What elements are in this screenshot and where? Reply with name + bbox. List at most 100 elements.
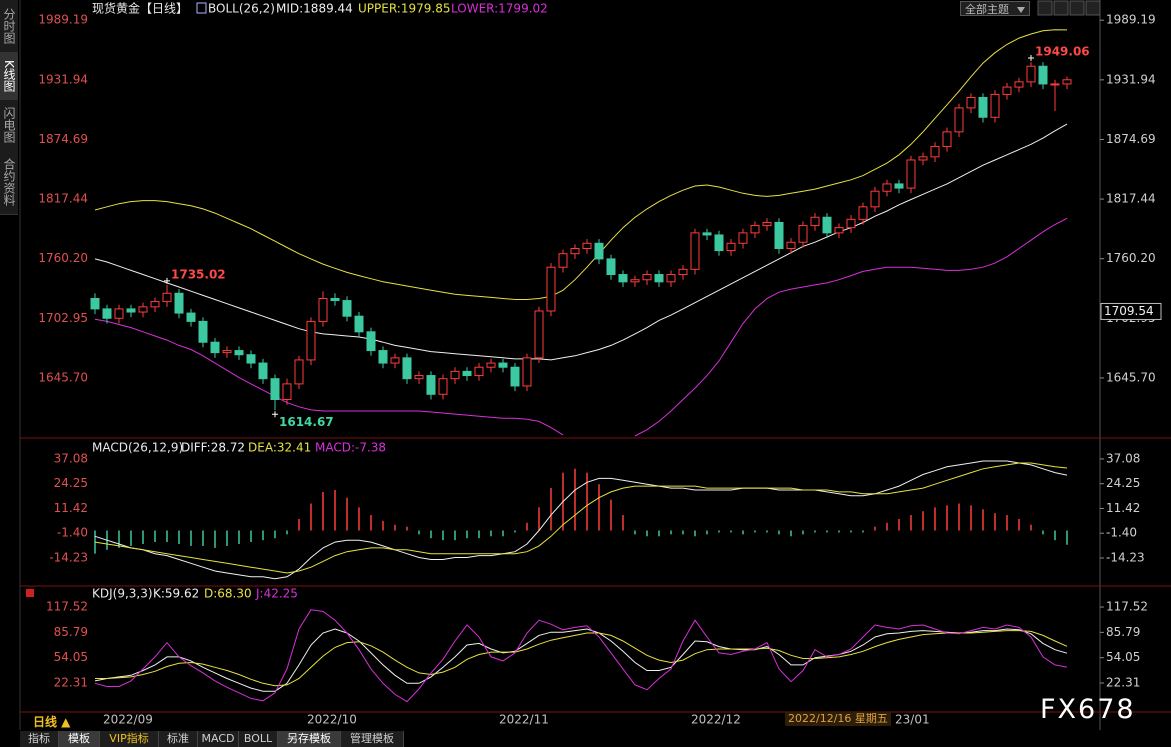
- candle-body: [834, 227, 844, 234]
- bottom-tab[interactable]: BOLL: [239, 731, 278, 747]
- candle-body: [822, 216, 832, 234]
- side-tab[interactable]: 闪电图: [0, 100, 18, 151]
- y-tick-label-right: 11.42: [1106, 501, 1140, 515]
- panel-title: 现货黄金【日线】: [92, 1, 188, 16]
- dropdown-arrow: [1017, 7, 1025, 13]
- icon-button[interactable]: [1037, 0, 1053, 16]
- icon-button[interactable]: [1053, 0, 1069, 16]
- candle-body: [654, 274, 664, 283]
- y-tick-label-left: 24.25: [54, 476, 88, 490]
- candle-body: [150, 301, 160, 308]
- bottom-tab[interactable]: 标准: [159, 731, 198, 747]
- icon-button[interactable]: [1085, 0, 1101, 16]
- cursor-date: 2022/12/16 星期五: [785, 712, 891, 726]
- candle-body: [438, 378, 448, 395]
- candle-body: [870, 190, 880, 208]
- y-tick-label-right: 85.79: [1106, 625, 1140, 639]
- candle-body: [666, 274, 676, 283]
- legend-entry: MACD:-7.38: [315, 441, 386, 455]
- bottom-tab[interactable]: 模板: [59, 731, 100, 747]
- bottom-tab[interactable]: 管理模板: [341, 731, 404, 747]
- candle-body: [882, 183, 892, 192]
- y-tick-label-right: -1.40: [1106, 526, 1137, 540]
- candle-body: [726, 242, 736, 252]
- bottom-tab[interactable]: 指标: [20, 731, 59, 747]
- candle-body: [978, 96, 988, 118]
- candle-body: [294, 359, 304, 385]
- candle-body: [750, 225, 760, 234]
- candle-body: [414, 375, 424, 380]
- theme-select-text: 全部主题: [965, 3, 1009, 16]
- icon-button[interactable]: [1069, 0, 1085, 16]
- legend-entry: J:42.25: [255, 587, 298, 601]
- bottom-tab[interactable]: MACD: [198, 731, 239, 747]
- candle-body: [486, 362, 496, 368]
- bottom-tab[interactable]: VIP指标: [100, 731, 159, 747]
- window-icons: [1037, 0, 1101, 16]
- indicator-name: BOLL(26,2): [208, 2, 275, 16]
- side-tab[interactable]: 合约资料: [0, 150, 18, 215]
- indicator-line: [94, 217, 1068, 437]
- candle-body: [222, 350, 232, 354]
- candle-body: [846, 218, 856, 229]
- candle-body: [90, 297, 100, 310]
- extreme-label: 1949.06: [1035, 45, 1090, 59]
- y-tick-label-right: 24.25: [1106, 476, 1140, 490]
- indicator-line: [94, 29, 1068, 300]
- candle-body: [318, 297, 328, 322]
- candle-body: [678, 268, 688, 276]
- candle-body: [702, 232, 712, 236]
- y-tick-label-right: 117.52: [1106, 600, 1148, 614]
- y-tick-label-right: 22.31: [1106, 676, 1140, 690]
- side-tab[interactable]: K线图: [0, 52, 18, 101]
- indicator-line: [94, 462, 1068, 574]
- side-tab[interactable]: 分时图: [0, 0, 18, 53]
- y-tick-label-left: -1.40: [57, 526, 88, 540]
- legend-entry: D:68.30: [204, 587, 252, 601]
- candle-body: [402, 357, 412, 380]
- candle-body: [690, 232, 700, 270]
- y-tick-label-left: 22.31: [54, 676, 88, 690]
- candle-body: [270, 378, 280, 401]
- candle-body: [306, 320, 316, 361]
- legend-entry: UPPER:1979.85: [358, 2, 450, 16]
- legend-entry: LOWER:1799.02: [451, 2, 548, 16]
- candle-body: [282, 383, 292, 401]
- candle-body: [1038, 65, 1048, 85]
- legend-entry: MID:1889.44: [276, 2, 353, 16]
- candle-body: [1062, 79, 1072, 85]
- legend-entry: DIFF:28.72: [181, 441, 245, 455]
- period-selector[interactable]: 日线 ▲: [33, 715, 71, 729]
- indicator-icon: [196, 2, 207, 14]
- candle-body: [198, 320, 208, 343]
- candle-body: [102, 308, 112, 319]
- candle-body: [762, 221, 772, 227]
- y-tick-label-left: 1760.20: [38, 251, 88, 265]
- candle-body: [570, 247, 580, 255]
- candle-body: [738, 232, 748, 244]
- x-tick-label: 2022/11: [499, 713, 549, 727]
- x-tick-label: 2022/10: [307, 713, 357, 727]
- watermark: FX678: [1040, 694, 1136, 725]
- y-tick-label-left: 54.05: [54, 650, 88, 664]
- candle-body: [522, 357, 532, 387]
- y-tick-label-left: 1645.70: [38, 370, 88, 384]
- y-tick-label-right: 1817.44: [1106, 192, 1156, 206]
- candle-body: [606, 258, 616, 276]
- candle-body: [366, 331, 376, 352]
- candle-body: [630, 279, 640, 283]
- candle-body: [534, 310, 544, 359]
- candle-body: [210, 341, 220, 354]
- theme-select[interactable]: 全部主题: [960, 1, 1030, 16]
- candle-body: [330, 297, 340, 302]
- candle-body: [990, 93, 1000, 118]
- indicator-line: [95, 630, 1068, 687]
- y-tick-label-left: 11.42: [54, 501, 88, 515]
- bottom-tab[interactable]: 另存模板: [278, 731, 341, 747]
- y-tick-label-left: 1702.95: [38, 311, 88, 325]
- y-tick-label-left: 1931.94: [38, 72, 88, 86]
- y-tick-label-left: 1817.44: [38, 192, 88, 206]
- x-tick-label: 23/01: [895, 713, 930, 727]
- y-tick-label-right: 54.05: [1106, 650, 1140, 664]
